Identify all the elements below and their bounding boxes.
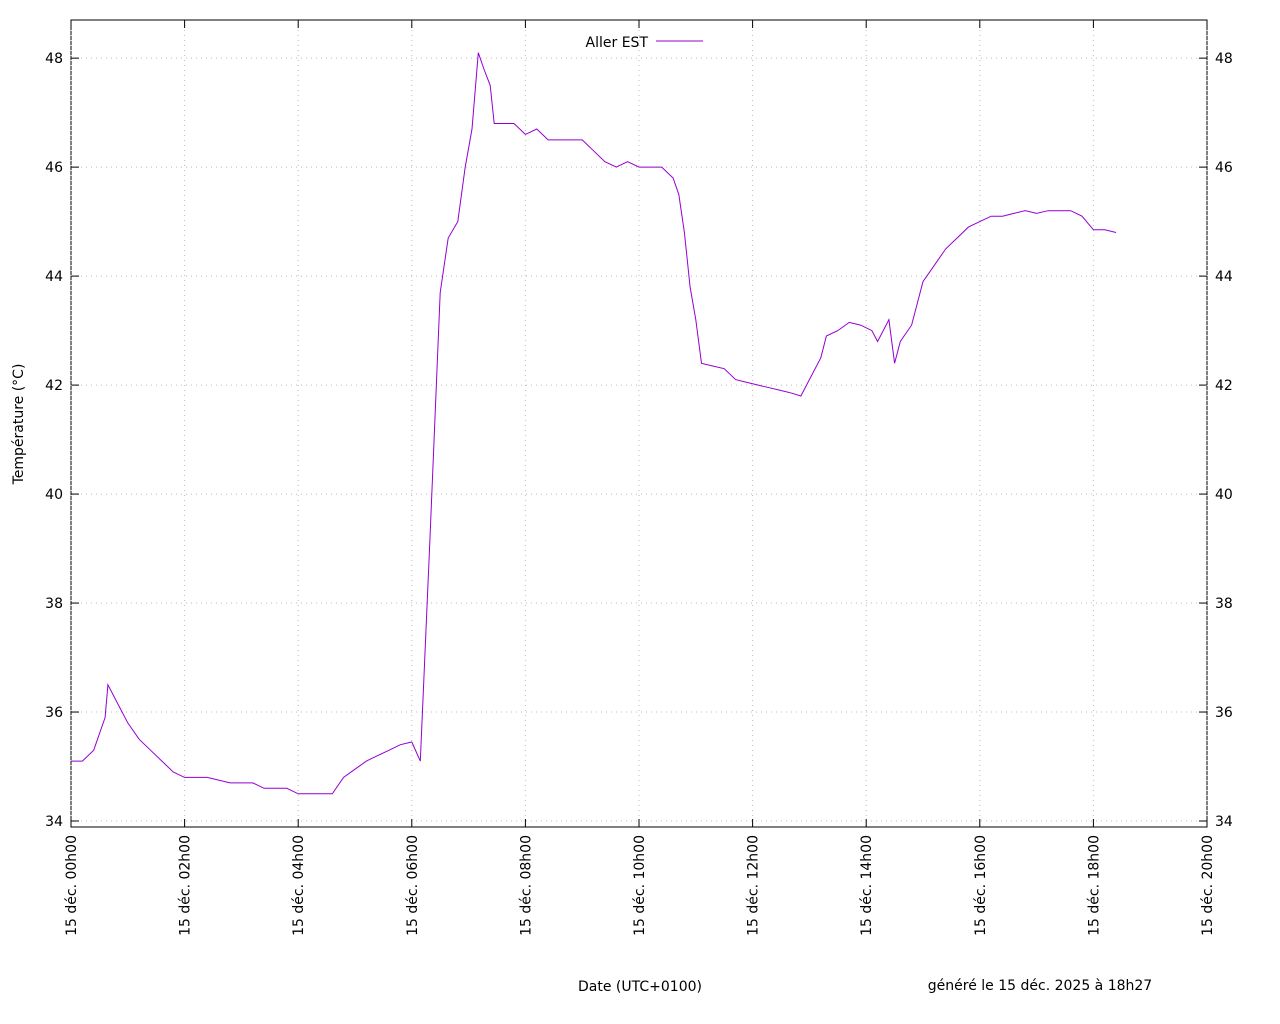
x-tick-label: 15 déc. 10h00 bbox=[632, 835, 648, 936]
y-tick-label: 40 bbox=[45, 487, 63, 503]
x-tick-label: 15 déc. 08h00 bbox=[518, 835, 534, 936]
x-tick-label: 15 déc. 06h00 bbox=[405, 835, 421, 936]
x-tick-label: 15 déc. 12h00 bbox=[746, 835, 762, 936]
x-tick-label: 15 déc. 00h00 bbox=[64, 835, 80, 936]
y2-tick-label: 40 bbox=[1215, 487, 1233, 503]
y2-tick-label: 38 bbox=[1215, 596, 1233, 612]
x-tick-label: 15 déc. 18h00 bbox=[1086, 835, 1102, 936]
legend-label: Aller EST bbox=[586, 35, 649, 51]
y-tick-label: 38 bbox=[45, 596, 63, 612]
y-tick-label: 48 bbox=[45, 51, 63, 67]
y2-tick-label: 42 bbox=[1215, 378, 1233, 394]
x-tick-label: 15 déc. 20h00 bbox=[1200, 835, 1216, 936]
y-tick-label: 46 bbox=[45, 160, 63, 176]
y-tick-label: 42 bbox=[45, 378, 63, 394]
x-tick-label: 15 déc. 02h00 bbox=[178, 835, 194, 936]
x-tick-label: 15 déc. 16h00 bbox=[973, 835, 989, 936]
y2-tick-label: 46 bbox=[1215, 160, 1233, 176]
y2-tick-label: 44 bbox=[1215, 269, 1233, 285]
y2-tick-label: 36 bbox=[1215, 705, 1233, 721]
x-tick-label: 15 déc. 14h00 bbox=[859, 835, 875, 936]
y-axis-label: Température (°C) bbox=[11, 364, 27, 486]
x-axis-label: Date (UTC+0100) bbox=[578, 979, 702, 995]
y-tick-label: 36 bbox=[45, 705, 63, 721]
data-line bbox=[71, 52, 1117, 795]
y2-tick-label: 48 bbox=[1215, 51, 1233, 67]
y-tick-label: 34 bbox=[45, 814, 63, 830]
annotation: généré le 15 déc. 2025 à 18h27 bbox=[928, 978, 1152, 994]
y2-tick-label: 34 bbox=[1215, 814, 1233, 830]
y-tick-label: 44 bbox=[45, 269, 63, 285]
x-tick-label: 15 déc. 04h00 bbox=[291, 835, 307, 936]
